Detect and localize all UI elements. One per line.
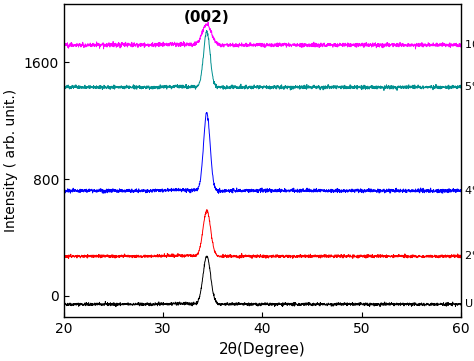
Text: 2% Li Doped: 2% Li Doped	[465, 251, 474, 261]
X-axis label: 2θ(Degree): 2θ(Degree)	[219, 342, 306, 357]
Y-axis label: Intensity ( arb. unit.): Intensity ( arb. unit.)	[4, 89, 18, 232]
Text: (002): (002)	[184, 10, 230, 25]
Text: 5% Li Doped: 5% Li Doped	[465, 82, 474, 92]
Text: 4% Li Doped: 4% Li Doped	[465, 186, 474, 196]
Text: 10% Li Doped: 10% Li Doped	[465, 40, 474, 50]
Text: Undoped: Undoped	[465, 299, 474, 309]
